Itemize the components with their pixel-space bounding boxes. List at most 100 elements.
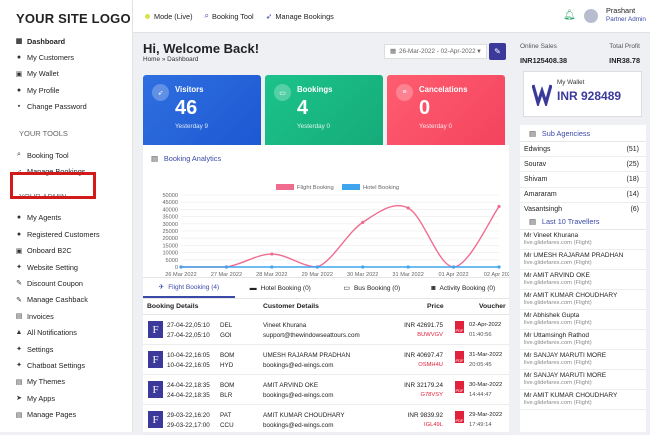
x-tick-label: 01 Apr 2022 (438, 272, 468, 278)
chat-icon: ✦ (16, 362, 22, 370)
topbar-booking-tool[interactable]: ⌕ Booking Tool (205, 11, 254, 21)
sidebar-item-my-profile[interactable]: ● My Profile (0, 82, 132, 98)
avatar[interactable] (584, 9, 598, 23)
mode-toggle[interactable]: Mode (Live) (145, 12, 193, 21)
booking-price: INR 40697.47 (404, 352, 443, 359)
x-tick-label: 28 Mar 2022 (256, 272, 287, 278)
sidebar-item-all-notifications[interactable]: ▲ All Notifications (0, 324, 132, 340)
traveller-source: live.glidefares.com (Flight) (524, 320, 592, 326)
rocket-icon: ➶ (152, 84, 169, 101)
sidebar-item-website-setting[interactable]: ✦ Website Setting (0, 259, 132, 275)
list-item[interactable]: Mr Vineet Khurana live.glidefares.com (Fl… (520, 230, 646, 250)
legend-label: Hotel Booking (363, 185, 399, 191)
sidebar-item-onboard-b2c[interactable]: ▣ Onboard B2C (0, 243, 132, 259)
data-point (497, 265, 501, 269)
wallet-card[interactable]: My Wallet INR 928489 (523, 71, 642, 117)
tab-activity-booking[interactable]: ◙ Activity Booking (0) (418, 278, 510, 298)
date-range-picker[interactable]: ▦ 26-Mar-2022 - 02-Apr-2022 ▼ (384, 44, 487, 59)
destination-code: CCU (220, 422, 234, 429)
list-item[interactable]: Mr SANJAY MARUTI MORE live.glidefares.com… (520, 370, 646, 390)
cancel-icon: ≡ (396, 84, 413, 101)
traveller-source: live.glidefares.com (Flight) (524, 360, 592, 366)
sidebar-item-label: Onboard B2C (27, 246, 72, 256)
sidebar-item-settings[interactable]: ✦ Settings (0, 341, 132, 357)
edit-button[interactable]: ✎ (489, 43, 506, 60)
list-item[interactable]: Sourav (25) (520, 157, 646, 173)
sidebar-item-label: My Themes (27, 377, 65, 387)
breadcrumb[interactable]: Home » Dashboard (143, 56, 199, 63)
traveller-name: Mr Uttamsingh Rathod (524, 332, 590, 339)
list-item[interactable]: Mr AMIT KUMAR CHOUDHARY live.glidefares.c… (520, 390, 646, 410)
traveller-source: live.glidefares.com (Flight) (524, 280, 592, 286)
booking-reference: G78VSY (420, 392, 443, 398)
list-item[interactable]: Edwings (51) (520, 142, 646, 158)
list-item[interactable]: Mr Uttamsingh Rathod live.glidefares.com … (520, 330, 646, 350)
topbar: Mode (Live) ⌕ Booking Tool ➶ Manage Bookin… (133, 0, 650, 33)
pdf-icon[interactable]: PDF (455, 381, 464, 393)
list-item[interactable]: Mr SANJAY MARUTI MORE live.glidefares.com… (520, 350, 646, 370)
sidebar-item-label: Dashboard (27, 36, 66, 46)
sidebar-item-label: Settings (27, 344, 54, 354)
table-row[interactable]: F 27-04-22,05:10 DEL 27-04-22,05:10 GOI Vinee… (143, 315, 509, 345)
data-point (179, 265, 183, 269)
destination-code: HYD (220, 362, 234, 369)
sidebar-item-my-themes[interactable]: ▤ My Themes (0, 374, 132, 390)
bell-icon[interactable]: 🔔︎ (563, 10, 576, 21)
agency-count: (6) (630, 206, 639, 214)
sidebar-item-booking-tool[interactable]: ⌕ Booking Tool (0, 147, 132, 163)
table-row[interactable]: F 29-03-22,16:20 PAT 29-03-22,17:00 CCU AMIT … (143, 405, 509, 435)
customer-email: bookings@ed-wings.com (263, 362, 334, 369)
tab-flight-booking[interactable]: ✈ Flight Booking (4) (143, 278, 235, 298)
site-logo[interactable]: YOUR SITE LOGO (16, 11, 131, 26)
flight-logo-icon: F (148, 321, 163, 338)
agency-count: (18) (626, 175, 639, 183)
card-sub: Yesterday 9 (175, 123, 209, 130)
camera-icon: ◙ (431, 284, 436, 292)
rocket-icon: ➶ (265, 11, 273, 21)
departure-datetime: 10-04-22,16:05 (167, 352, 210, 359)
sidebar-item-label: My Profile (27, 85, 60, 95)
x-tick-label: 27 Mar 2022 (211, 272, 242, 278)
table-row[interactable]: F 24-04-22,18:35 BOM 24-04-22,18:35 BLR AMIT … (143, 375, 509, 405)
sidebar-item-my-wallet[interactable]: ▣ My Wallet (0, 66, 132, 82)
booking-price: INR 32179.24 (404, 382, 443, 389)
sidebar-item-chatboat-settings[interactable]: ✦ Chatboat Settings (0, 357, 132, 373)
list-item[interactable]: Mr UMESH RAJARAM PRADHAN live.glidefares.… (520, 250, 646, 270)
sidebar-item-my-customers[interactable]: ● My Customers (0, 49, 132, 65)
sidebar-item-label: My Agents (27, 213, 62, 223)
customer-email: bookings@ed-wings.com (263, 422, 334, 429)
sidebar-item-invoices[interactable]: ▤ Invoices (0, 308, 132, 324)
y-tick-label: 40000 (162, 207, 178, 213)
pdf-icon[interactable]: PDF (455, 411, 464, 423)
card-value: 46 (175, 97, 198, 119)
table-row[interactable]: F 10-04-22,16:05 BOM 10-04-22,16:05 HYD UMESH… (143, 345, 509, 375)
pencil-icon: ✎ (494, 47, 501, 56)
sidebar-item-my-apps[interactable]: ➤ My Apps (0, 390, 132, 406)
pdf-icon[interactable]: PDF (455, 321, 464, 333)
tab-bus-booking[interactable]: ▭ Bus Booking (0) (326, 278, 418, 298)
topbar-manage-bookings[interactable]: ➶ Manage Bookings (266, 12, 334, 21)
sub-agencies-panel: ▤ Sub Agenciess Edwings (51) Sourav (25) Shiv… (520, 125, 646, 218)
user-name[interactable]: Prashant (606, 6, 636, 15)
list-item[interactable]: Mr AMIT ARVIND OKE live.glidefares.com (F… (520, 270, 646, 290)
list-item[interactable]: Amararam (14) (520, 188, 646, 203)
sidebar-item-manage-pages[interactable]: ▤ Manage Pages (0, 406, 132, 422)
manage-bookings-highlight (10, 172, 96, 199)
origin-code: DEL (220, 322, 233, 329)
online-sales-value: INR125408.38 (520, 56, 568, 65)
sidebar-item-label: Discount Coupon (27, 278, 83, 288)
sidebar-item-change-password[interactable]: ▪ Change Password (0, 99, 132, 115)
sidebar-item-registered-customers[interactable]: ● Registered Customers (0, 226, 132, 242)
sidebar-item-dashboard[interactable]: ▦ Dashboard (0, 33, 132, 49)
col-price: Price (427, 303, 444, 310)
list-item[interactable]: Mr AMIT KUMAR CHOUDHARY live.glidefares.c… (520, 290, 646, 310)
tab-hotel-booking[interactable]: ▬ Hotel Booking (0) (235, 278, 327, 298)
list-item[interactable]: Shivam (18) (520, 172, 646, 188)
sidebar-item-discount-coupon[interactable]: ✎ Discount Coupon (0, 275, 132, 291)
agency-name: Sourav (524, 160, 547, 168)
traveller-name: Mr SANJAY MARUTI MORE (524, 352, 607, 359)
sidebar-item-my-agents[interactable]: ● My Agents (0, 210, 132, 226)
list-item[interactable]: Mr Abhishek Gupta live.glidefares.com (Fl… (520, 310, 646, 330)
pdf-icon[interactable]: PDF (455, 351, 464, 363)
sidebar-item-manage-cashback[interactable]: ✎ Manage Cashback (0, 292, 132, 308)
